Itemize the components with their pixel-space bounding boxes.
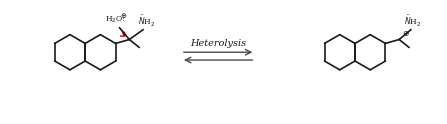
Text: H$_2$O:: H$_2$O: xyxy=(105,14,126,25)
FancyArrowPatch shape xyxy=(121,31,125,36)
Text: $\ddot{N}$H$_2$: $\ddot{N}$H$_2$ xyxy=(138,13,156,29)
Text: $\oplus$: $\oplus$ xyxy=(120,11,127,20)
Text: $\oplus$: $\oplus$ xyxy=(402,29,410,38)
Text: $\ddot{N}$H$_2$: $\ddot{N}$H$_2$ xyxy=(404,13,422,29)
Text: Heterolysis: Heterolysis xyxy=(190,39,246,48)
